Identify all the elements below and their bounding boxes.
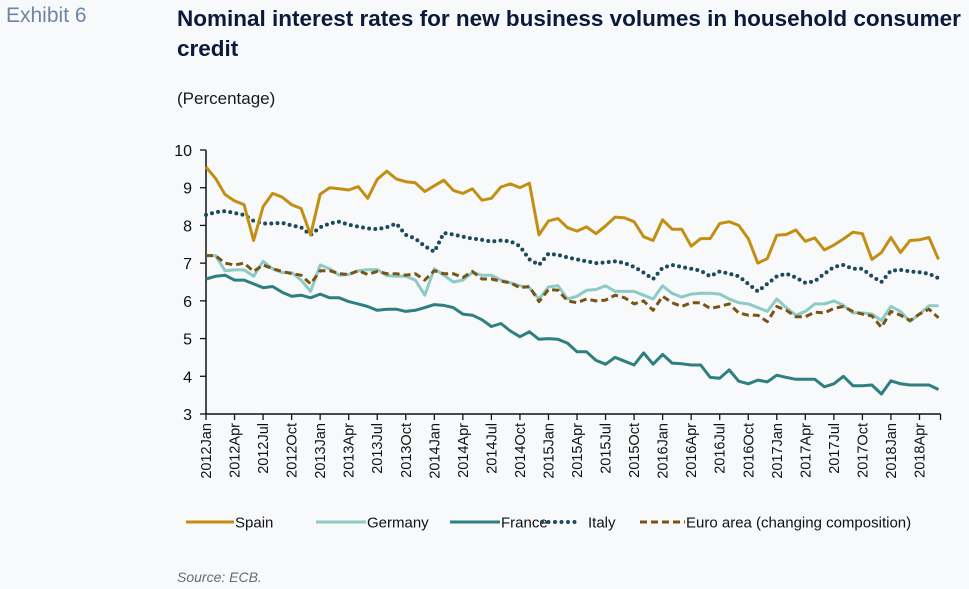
x-tick-label: 2018Apr: [912, 423, 928, 478]
x-tick-label: 2017Apr: [798, 423, 814, 478]
chart-subtitle: (Percentage): [177, 89, 276, 108]
x-tick-label: 2015Jul: [599, 423, 615, 474]
x-tick-label: 2017Jan: [770, 423, 786, 479]
legend: Spain Germany France Italy Euro area (changi…: [186, 515, 911, 532]
x-tick-label: 2015Apr: [570, 423, 586, 478]
x-tick-label: 2016Oct: [741, 423, 757, 478]
legend-label: France: [501, 515, 548, 532]
x-tick-label: 2014Jan: [427, 423, 443, 479]
x-tick-label: 2013Jul: [370, 423, 386, 474]
x-tick-label: 2016Jul: [713, 423, 729, 474]
series-group: [204, 166, 941, 396]
x-tick-label: 2013Apr: [342, 423, 358, 478]
x-tick-label: 2014Jul: [484, 423, 500, 474]
legend-label: Euro area (changing composition): [686, 515, 911, 532]
exhibit-label: Exhibit 6: [6, 4, 87, 27]
legend-label: Spain: [235, 515, 273, 532]
x-tick-label: 2015Oct: [627, 423, 643, 478]
x-tick-label: 2017Oct: [855, 423, 871, 478]
series-line-germany: [206, 254, 939, 324]
x-tick-label: 2017Jul: [827, 423, 843, 474]
y-tick-label: 6: [183, 294, 192, 311]
x-tick-label: 2013Oct: [399, 423, 415, 478]
chart-title: Nominal interest rates for new business …: [177, 6, 961, 61]
x-tick-label: 2014Oct: [513, 423, 529, 478]
legend-label: Italy: [588, 515, 616, 532]
source-note: Source: ECB.: [177, 569, 262, 585]
x-tick-label: 2016Apr: [684, 423, 700, 478]
x-tick-label: 2014Apr: [456, 423, 472, 478]
series-line-france: [205, 273, 940, 396]
x-tick-label: 2018Jan: [884, 423, 900, 479]
x-tick-label: 2012Oct: [285, 423, 301, 478]
y-tick-label: 4: [183, 369, 192, 386]
x-tick-label: 2012Apr: [228, 423, 244, 478]
x-tick-label: 2015Jan: [541, 423, 557, 479]
series-line-italy: [204, 209, 941, 294]
x-tick-label: 2012Jul: [256, 423, 272, 474]
y-tick-label: 8: [183, 218, 192, 235]
y-tick-label: 3: [183, 407, 192, 424]
axes: 3 4 5 6 7 8 9 10 2012Jan 2012Apr 2012Jul 2012Oct 201…: [174, 143, 942, 479]
series-line-spain: [204, 166, 940, 265]
x-tick-label: 2012Jan: [199, 423, 215, 479]
y-tick-label: 7: [183, 256, 192, 273]
legend-label: Germany: [367, 515, 429, 532]
x-tick-label: 2016Jan: [656, 423, 672, 479]
x-tick-label: 2013Jan: [313, 423, 329, 479]
series-line-euro: [206, 254, 940, 329]
y-tick-label: 9: [183, 181, 192, 198]
y-tick-label: 5: [183, 332, 192, 349]
y-tick-label: 10: [174, 143, 192, 160]
